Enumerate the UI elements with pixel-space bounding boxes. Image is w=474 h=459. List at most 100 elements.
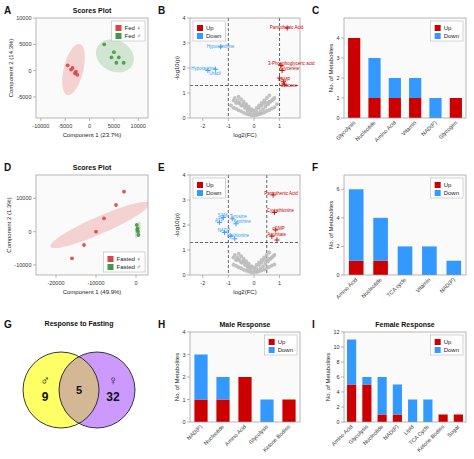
panel-title: Scores Plot: [73, 164, 112, 171]
x-tick-label: NAD(P): [420, 119, 438, 137]
y-tick: [187, 43, 190, 44]
bar-segment: [282, 400, 295, 423]
annotation: Uracil: [209, 71, 221, 76]
plot-marks: [50, 190, 148, 260]
y-tick-label: 0: [28, 229, 31, 235]
bar-segment: [349, 189, 364, 260]
bar-segment: [368, 58, 380, 98]
y-axis-label: No. of Metabolites: [325, 353, 331, 401]
venn-outline: [59, 352, 135, 428]
plot-frame: [36, 18, 148, 118]
venn-set-label: ♂: [40, 373, 50, 388]
legend-box: [193, 178, 225, 198]
legend-swatch: [197, 33, 203, 39]
legend-swatch: [107, 264, 113, 270]
annotation: Methionine: [227, 233, 250, 238]
y-tick-label: 0: [336, 115, 339, 121]
point: [274, 237, 279, 242]
point: [135, 228, 139, 232]
point: [229, 104, 233, 108]
bar-segment: [194, 400, 207, 423]
y-tick: [341, 275, 344, 276]
x-tick-label: 5000: [108, 123, 120, 129]
bar-segment: [347, 340, 356, 385]
bar-segment: [408, 400, 417, 423]
y-tick-label: 0: [336, 419, 339, 425]
bar-segment: [454, 415, 463, 423]
y-tick: [341, 377, 344, 378]
x-tick-label: Nucleotide: [203, 423, 226, 446]
point: [114, 61, 118, 65]
point: [135, 223, 139, 227]
venn-outline: [23, 352, 99, 428]
legend-label: Fed ♂: [124, 33, 141, 39]
venn-count: 32: [106, 390, 120, 404]
y-tick: [341, 98, 344, 99]
point: [233, 96, 237, 100]
plot-frame: [344, 332, 466, 422]
bar-segment: [348, 38, 360, 118]
legend-swatch: [107, 256, 113, 262]
y-tick-label: 12: [333, 329, 339, 335]
point: [117, 56, 121, 60]
x-tick: [40, 118, 41, 121]
plot-background: [190, 332, 300, 422]
y-tick: [187, 377, 190, 378]
x-tick-label: Glycolysis: [247, 423, 269, 445]
bar-segment: [362, 377, 371, 385]
legend-swatch: [435, 190, 441, 196]
group-ellipse: [50, 202, 148, 248]
bar-segment: [446, 261, 461, 275]
x-tick-label: NAD(P): [438, 276, 456, 294]
x-tick-label: Lipid: [402, 423, 414, 435]
legend: UpDown: [431, 178, 463, 198]
annotation: Hypoxanthine: [207, 44, 235, 49]
y-tick: [341, 58, 344, 59]
bar-segment: [439, 415, 448, 423]
plot-marks: [62, 39, 134, 95]
plot-background: [344, 175, 466, 275]
x-tick-label: Nucleotide: [360, 276, 383, 299]
x-axis-label: log2(FC): [233, 132, 256, 138]
panel-letter: C: [312, 5, 319, 16]
y-tick: [187, 118, 190, 119]
bar-segment: [362, 385, 371, 423]
y-tick: [187, 175, 190, 176]
x-tick-label: 0: [134, 280, 137, 286]
y-tick-label: 0: [182, 272, 185, 278]
y-tick-label: 4: [182, 15, 185, 21]
y-tick-label: 3: [336, 55, 339, 61]
legend-swatch: [435, 182, 441, 188]
x-tick: [279, 275, 280, 278]
plot-frame: [190, 175, 300, 275]
legend: UpDown: [431, 21, 463, 41]
bar-segment: [378, 415, 387, 423]
y-tick: [341, 78, 344, 79]
point: [267, 251, 271, 255]
y-tick-label: 4: [182, 172, 185, 178]
legend-label: Up: [444, 339, 452, 345]
legend-label: Down: [206, 33, 221, 39]
x-tick-label: 0: [252, 280, 255, 286]
bar-segment: [439, 414, 448, 415]
plot-marks: [190, 175, 300, 275]
y-tick: [33, 44, 36, 45]
x-tick-label: -2: [200, 123, 205, 129]
legend: UpDown: [265, 335, 297, 355]
point: [102, 216, 106, 220]
y-tick-label: 5000: [19, 41, 31, 47]
x-tick-label: -5000: [58, 123, 72, 129]
point: [74, 70, 78, 74]
bar-segment: [349, 261, 364, 275]
y-tick: [341, 392, 344, 393]
panel-letter: G: [4, 319, 12, 330]
x-tick-label: Nucleotide: [362, 423, 385, 446]
annotation: Glycerete: [280, 66, 300, 71]
x-axis-label: Component 1 (23.7%): [63, 132, 122, 138]
y-tick: [341, 189, 344, 190]
plot-frame: [344, 18, 466, 118]
legend-label: Up: [278, 339, 286, 345]
legend-swatch: [197, 182, 203, 188]
y-tick: [341, 407, 344, 408]
x-tick-label: Amino Acid: [335, 276, 359, 300]
